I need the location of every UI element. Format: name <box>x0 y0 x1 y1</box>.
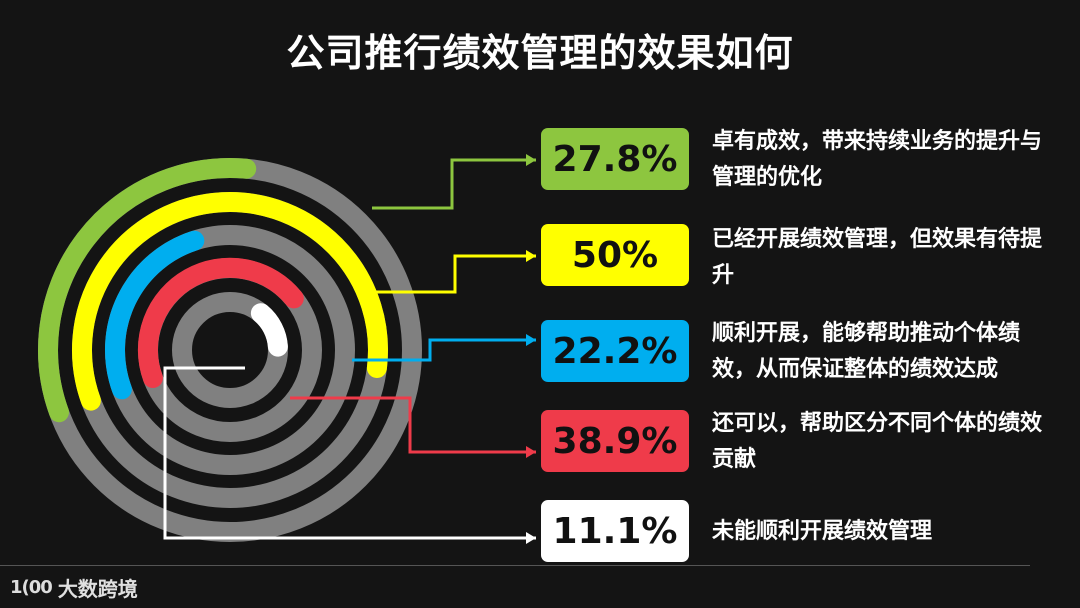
footer-divider <box>0 565 1030 566</box>
brand-logo: 1(00 大数跨境 <box>10 572 138 602</box>
arrowhead-4 <box>526 532 536 544</box>
description-white: 未能顺利开展绩效管理 <box>712 519 933 544</box>
arc-3 <box>137 257 304 388</box>
description-blue: 顺利开展，能够帮助推动个体绩效，从而保证整体的绩效达成 <box>712 321 1021 382</box>
value-box-blue: 22.2% <box>541 320 689 382</box>
arc-4 <box>250 303 288 357</box>
value-box-white: 11.1% <box>541 500 689 562</box>
description-red: 还可以，帮助区分不同个体的绩效贡献 <box>712 411 1043 472</box>
connector-3 <box>290 396 536 454</box>
arrowhead-2 <box>526 334 536 346</box>
arc-0 <box>38 158 257 423</box>
connector-1 <box>372 254 536 294</box>
connector-2 <box>352 338 536 362</box>
arc-2 <box>105 230 205 400</box>
arrowhead-0 <box>526 154 536 166</box>
description-green: 卓有成效，带来持续业务的提升与管理的优化 <box>712 129 1043 190</box>
value-box-yellow: 50% <box>541 224 689 286</box>
description-yellow: 已经开展绩效管理，但效果有待提升 <box>712 227 1043 288</box>
value-box-green: 27.8% <box>541 128 689 190</box>
arrowhead-1 <box>526 250 536 262</box>
page-title: 公司推行绩效管理的效果如何 <box>286 31 794 75</box>
arc-1 <box>72 192 388 411</box>
connector-0 <box>372 158 536 210</box>
arrowhead-3 <box>526 446 536 458</box>
value-box-red: 38.9% <box>541 410 689 472</box>
connector-4 <box>163 366 536 540</box>
brand-name: 大数跨境 <box>57 576 138 601</box>
logo-mark-icon: 1(00 <box>10 576 53 598</box>
